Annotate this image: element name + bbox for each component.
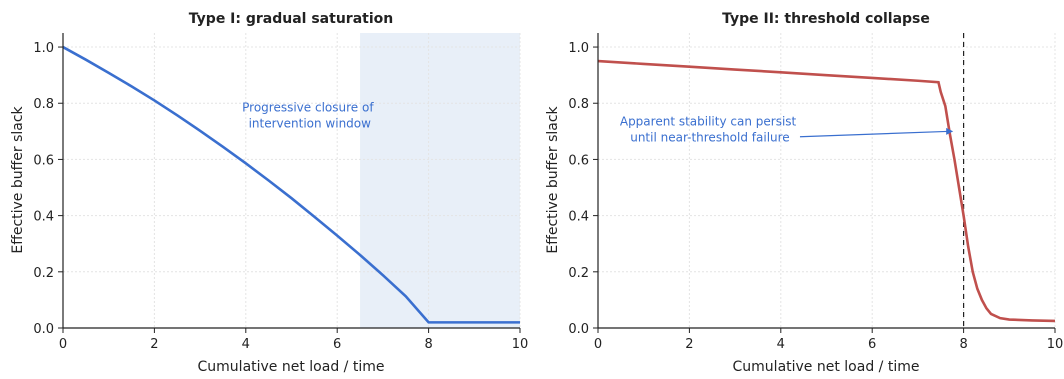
x-tick-label: 0: [59, 337, 67, 352]
y-tick-label: 0.6: [33, 153, 54, 168]
x-tick-label: 2: [150, 337, 158, 352]
panel-1-title: Type I: gradual saturation: [189, 11, 393, 27]
x-tick-label: 4: [242, 337, 250, 352]
x-tick-label: 0: [594, 337, 602, 352]
panel-2-series-line: [597, 59, 1056, 323]
panel-2-y-axis-label: Effective buffer slack: [545, 105, 561, 253]
panel-2-x-ticks: 0 2 4 6 8 10: [594, 328, 1063, 352]
x-tick-label: 6: [868, 337, 876, 352]
x-tick-label: 10: [1047, 337, 1064, 352]
panel-1-annotation-line-1: Progressive closure of: [242, 101, 374, 115]
panel-2-axes: [597, 33, 1055, 329]
y-tick-label: 1.0: [568, 41, 589, 56]
panel-2-grid: [597, 33, 1056, 329]
panel-1-x-axis-label: Cumulative net load / time: [198, 359, 385, 375]
panel-2-annotation-arrow: [799, 130, 951, 138]
y-tick-label: 0.6: [568, 153, 589, 168]
x-tick-label: 10: [512, 337, 529, 352]
y-tick-label: 0.2: [568, 266, 589, 281]
panel-1-y-axis-label: Effective buffer slack: [10, 105, 26, 253]
panel-1-x-ticks: 0 2 4 6 8 10: [59, 328, 528, 352]
y-tick-label: 1.0: [33, 41, 54, 56]
x-tick-label: 8: [959, 337, 967, 352]
panel-1-annotation-line-2: intervention window: [249, 117, 372, 131]
x-tick-label: 8: [424, 337, 432, 352]
panel-1-series-line: [62, 45, 520, 324]
panel-2-y-ticks: 0.0 0.2 0.4 0.6 0.8 1.0: [568, 41, 598, 337]
panel-2-annotation-arrowhead: [946, 127, 954, 135]
panel-2-annotation-line-2: until near-threshold failure: [630, 131, 789, 145]
panel-2-x-axis-label: Cumulative net load / time: [733, 359, 920, 375]
y-tick-label: 0.8: [568, 97, 589, 112]
panel-1-annotation: Progressive closure of intervention wind…: [242, 101, 377, 131]
panel-1-y-ticks: 0.0 0.2 0.4 0.6 0.8 1.0: [33, 41, 63, 337]
panel-type-1: 0 2 4 6 8 10 0.0 0.2 0.4 0.6 0.8 1.0 Type I: gradu…: [10, 11, 528, 375]
x-tick-label: 2: [685, 337, 693, 352]
panel-2-annotation: Apparent stability can persist until nea…: [620, 115, 800, 145]
y-tick-label: 0.0: [568, 322, 589, 337]
panel-2-background: [598, 33, 1055, 328]
y-tick-label: 0.0: [33, 322, 54, 337]
x-tick-label: 4: [777, 337, 785, 352]
panel-1-grid: [62, 33, 521, 329]
panel-1-axes: [62, 33, 520, 329]
panel-1-shaded-region: [360, 33, 520, 328]
y-tick-label: 0.8: [33, 97, 54, 112]
y-tick-label: 0.2: [33, 266, 54, 281]
panel-2-annotation-line-1: Apparent stability can persist: [620, 115, 797, 129]
panel-type-2: 0 2 4 6 8 10 0.0 0.2 0.4 0.6 0.8 1.0 Type II: thre…: [545, 11, 1063, 375]
x-tick-label: 6: [333, 337, 341, 352]
y-tick-label: 0.4: [568, 210, 589, 225]
y-tick-label: 0.4: [33, 210, 54, 225]
panel-2-title: Type II: threshold collapse: [722, 11, 930, 27]
